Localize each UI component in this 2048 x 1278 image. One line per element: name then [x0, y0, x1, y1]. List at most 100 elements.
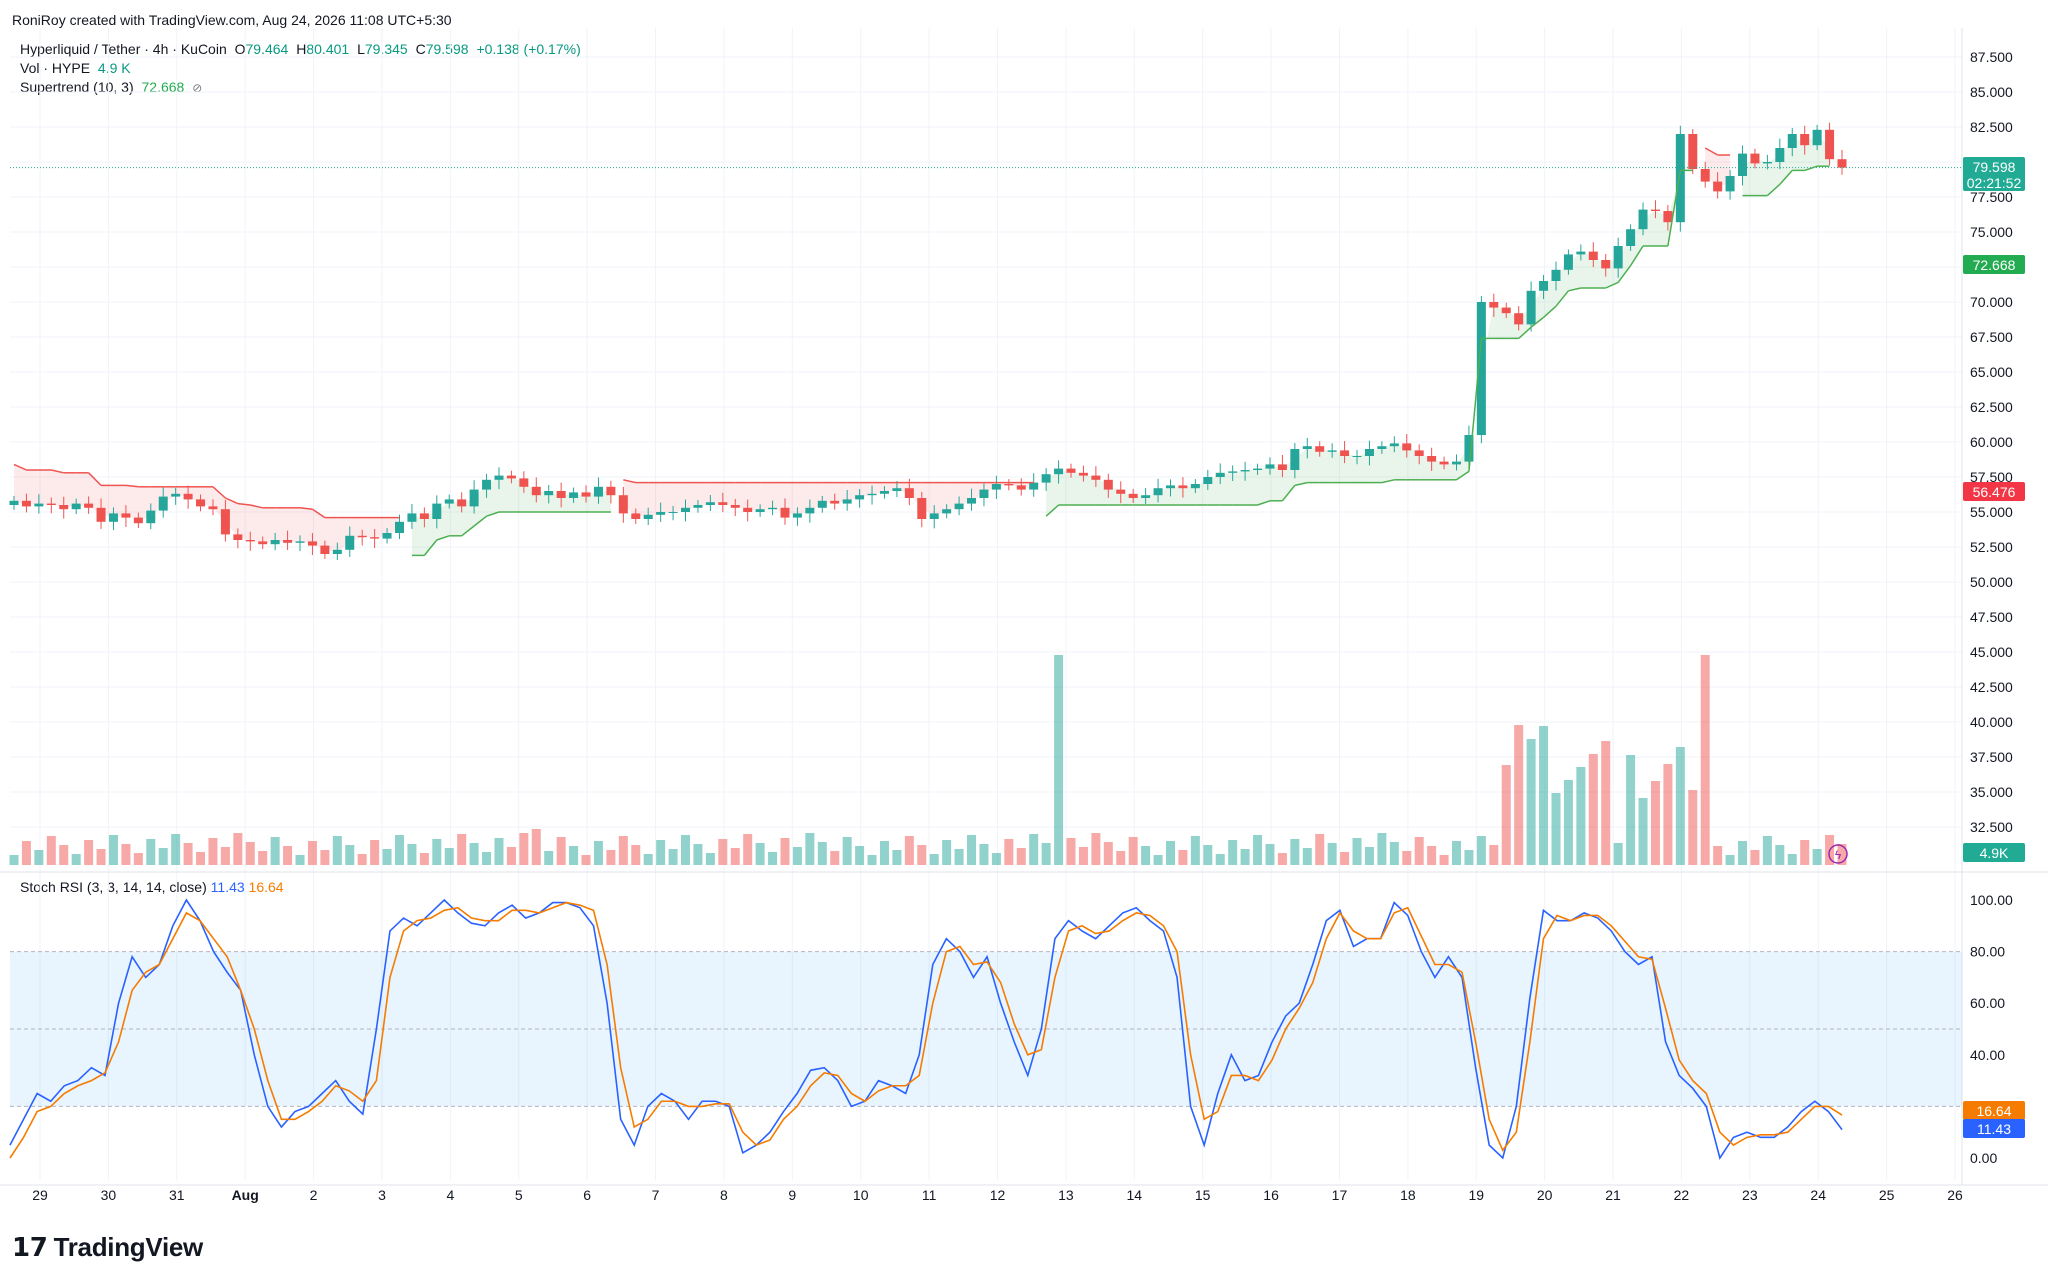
candle-body [991, 484, 1001, 490]
volume-bar [1377, 833, 1387, 865]
candle-body [1750, 153, 1760, 164]
supertrend-up-fill [1767, 155, 1780, 196]
date-tick-label: 25 [1879, 1187, 1895, 1203]
volume-bar [1253, 835, 1263, 865]
volume-bar [631, 845, 641, 865]
volume-bar [270, 837, 280, 865]
change-value: +0.138 (+0.17%) [476, 41, 581, 57]
candle-body [569, 492, 579, 498]
supertrend-down-fill [287, 507, 301, 543]
volume-bar [681, 835, 691, 865]
volume-bar [394, 835, 404, 865]
supertrend-up-fill [1182, 486, 1196, 505]
volume-bar [668, 849, 678, 865]
price-tick-label: 55.000 [1970, 504, 2013, 520]
candle-body [1650, 209, 1660, 211]
supertrend-up-fill [1257, 466, 1270, 505]
candle-body [954, 503, 964, 510]
price-tick-label: 67.500 [1970, 329, 2013, 345]
date-tick-label: 21 [1605, 1187, 1621, 1203]
candle-body [1078, 472, 1088, 476]
supertrend-down-segment [125, 484, 139, 488]
volume-bar [1004, 839, 1014, 865]
volume-bar [656, 840, 666, 865]
date-tick-label: 14 [1126, 1187, 1142, 1203]
supertrend-legend-row[interactable]: Supertrend (10, 3) 72.668 ⊘ [20, 78, 585, 98]
volume-bar [618, 836, 628, 865]
supertrend-up-segment [1281, 484, 1296, 502]
supertrend-value: 72.668 [141, 79, 185, 95]
candle-body [196, 499, 206, 507]
candle-body [1601, 260, 1611, 269]
price-tick-label: 60.000 [1970, 434, 2013, 450]
supertrend-up-fill [1058, 470, 1072, 505]
volume-bar [1340, 852, 1350, 865]
supertrend-down-fill [710, 482, 723, 504]
supertrend-down-fill [63, 472, 77, 508]
tv-logo-icon: 𝟭𝟳 [12, 1232, 48, 1262]
close-label: C [415, 41, 426, 57]
supertrend-up-fill [1232, 470, 1246, 505]
supertrend-down-fill [362, 517, 375, 538]
candle-body [84, 503, 94, 508]
price-tick-label: 87.500 [1970, 49, 2013, 65]
supertrend-down-segment [250, 504, 263, 509]
volume-bar [768, 852, 778, 865]
date-tick-label: 26 [1947, 1187, 1963, 1203]
candle-body [133, 517, 143, 524]
candle-body [1116, 489, 1126, 494]
candle-body [1265, 464, 1275, 469]
supertrend-down-segment [51, 469, 64, 474]
volume-bar [569, 846, 579, 865]
eye-off-icon[interactable]: ⊘ [192, 81, 203, 95]
candle-body [1476, 302, 1486, 435]
volume-label: Vol · HYPE [20, 60, 91, 76]
price-tick-label: 45.000 [1970, 644, 2013, 660]
volume-bar [730, 848, 740, 865]
candle-body [1700, 169, 1710, 182]
supertrend-down-fill [660, 482, 674, 514]
supertrend-down-fill [125, 485, 139, 521]
volume-bar [1551, 793, 1561, 865]
date-tick-label: 6 [583, 1187, 591, 1203]
price-tick-label: 82.500 [1970, 119, 2013, 135]
candle-body [606, 486, 616, 496]
volume-bar [108, 835, 118, 865]
supertrend-up-fill [586, 491, 599, 512]
supertrend-down-segment [312, 508, 326, 519]
volume-bar [208, 838, 218, 865]
volume-bar [1576, 767, 1586, 865]
candle-body [1812, 129, 1822, 146]
supertrend-up-fill [1369, 447, 1382, 483]
candle-body [1539, 281, 1549, 291]
supertrend-down-fill [635, 482, 649, 517]
supertrend-down-fill [735, 482, 748, 510]
candle-body [71, 503, 81, 510]
tradingview-logo[interactable]: 𝟭𝟳 TradingView [12, 1232, 203, 1263]
volume-legend-row[interactable]: Vol · HYPE 4.9 K [20, 59, 585, 78]
candle-body [904, 488, 914, 498]
supertrend-down-fill [237, 503, 251, 541]
volume-bar [1526, 739, 1536, 865]
candle-body [1514, 313, 1524, 325]
stoch-legend[interactable]: Stoch RSI (3, 3, 14, 14, close) 11.43 16… [20, 879, 284, 895]
candle-body [220, 509, 230, 535]
candle-body [1103, 479, 1113, 490]
supertrend-up-segment [1555, 290, 1570, 307]
date-tick-label: 7 [652, 1187, 660, 1203]
volume-bar [643, 854, 653, 865]
price-tick-label: 42.500 [1970, 679, 2013, 695]
volume-bar [1302, 848, 1312, 865]
candle-body [1066, 468, 1076, 473]
candle-body [494, 475, 504, 480]
volume-bar [1041, 843, 1051, 865]
supertrend-down-fill [374, 517, 388, 538]
price-tick-label: 50.000 [1970, 574, 2013, 590]
volume-bar [1501, 765, 1511, 865]
price-tick-label: 47.500 [1970, 609, 2013, 625]
symbol-legend-row[interactable]: Hyperliquid / Tether · 4h · KuCoin O79.4… [20, 40, 585, 59]
volume-bar [1091, 833, 1101, 865]
volume-bar [183, 843, 193, 865]
volume-value: 4.9 K [97, 60, 131, 76]
